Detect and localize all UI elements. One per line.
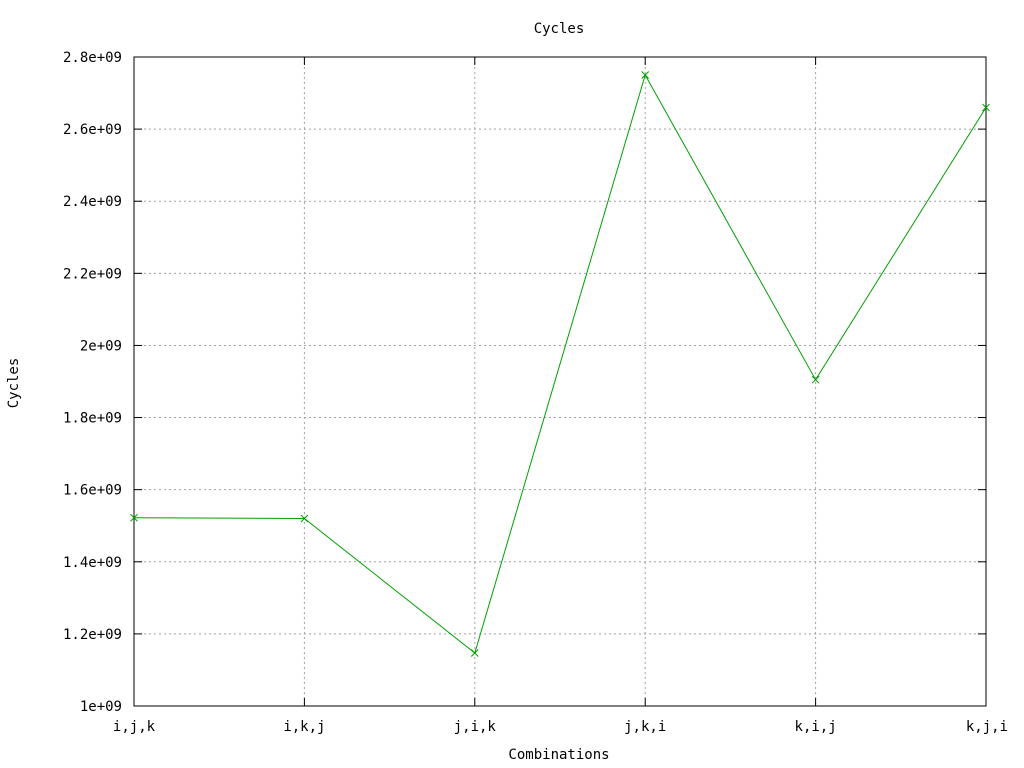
marker-stroke: [300, 514, 309, 523]
data-point-marker: [300, 514, 309, 523]
x-tick-label: k,j,i: [966, 719, 1008, 735]
y-tick-label: 1.4e+09: [63, 555, 122, 571]
chart-title: Cycles: [534, 21, 585, 37]
x-tick-label: i,k,j: [283, 719, 325, 735]
marker-stroke: [470, 649, 479, 657]
x-axis-label: Combinations: [508, 747, 609, 763]
y-tick-label: 2.6e+09: [63, 122, 122, 138]
marker-stroke: [811, 375, 820, 384]
y-axis-label: Cycles: [6, 358, 22, 409]
y-tick-label: 1.2e+09: [63, 627, 122, 643]
y-tick-label: 2.4e+09: [63, 194, 122, 210]
data-point-marker: [470, 649, 479, 657]
x-tick-label: i,j,k: [113, 719, 156, 735]
grid-lines: [134, 57, 986, 706]
data-point-marker: [982, 103, 990, 112]
x-tick-label: j,i,k: [454, 719, 497, 735]
data-point-marker: [811, 375, 820, 384]
y-tick-label: 1e+09: [80, 699, 122, 715]
data-point-marker: [130, 513, 138, 522]
y-tick-label: 2.2e+09: [63, 266, 122, 282]
x-tick-label: k,i,j: [795, 719, 837, 735]
series-layer: [130, 71, 990, 657]
series-line: [133, 73, 987, 654]
marker-stroke: [130, 513, 138, 522]
y-tick-label: 2e+09: [80, 338, 122, 354]
marker-stroke: [982, 103, 990, 112]
y-tick-label: 2.8e+09: [63, 50, 122, 66]
y-tick-labels: 1e+09 1.2e+09 1.4e+09 1.6e+09 1.8e+09 2e+09 2.…: [63, 50, 122, 715]
x-tick-label: j,k,i: [624, 719, 666, 735]
data-point-marker: [641, 71, 650, 79]
y-tick-label: 1.8e+09: [63, 411, 122, 427]
plot-area-border: [133, 56, 987, 707]
y-tick-label: 1.6e+09: [63, 483, 122, 499]
x-tick-labels: i,j,k i,k,j j,i,k j,k,i k,i,j k,j,i: [113, 719, 1008, 735]
marker-stroke: [641, 71, 650, 79]
axis-ticks: [133, 56, 987, 707]
